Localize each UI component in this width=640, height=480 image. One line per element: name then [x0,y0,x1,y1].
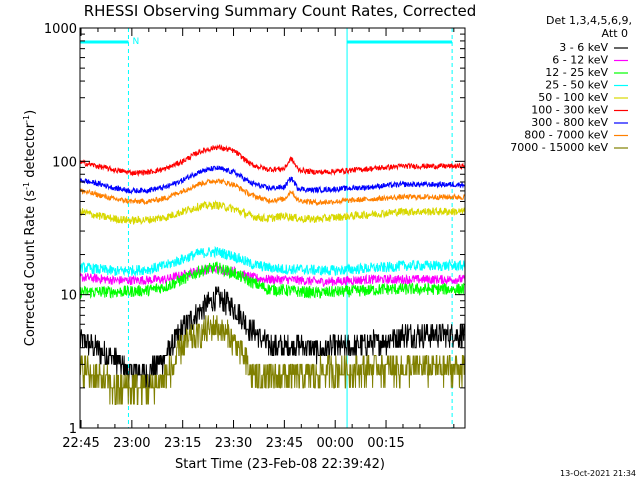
legend-entry-label: 300 - 800 keV [531,116,608,129]
legend-entry-label: 100 - 300 keV [531,104,608,117]
legend-entry-label: 3 - 6 keV [559,41,608,54]
footer-timestamp: 13-Oct-2021 21:34 [560,469,636,478]
series-line [79,315,466,405]
legend-entry-label: 6 - 12 keV [552,54,608,67]
series-line [79,177,466,207]
plot-area: N 22:45 23:00 23:15 23:30 23:45 00:00 00:15 1 10… [44,22,466,451]
legend-entry-label: 25 - 50 keV [545,79,608,92]
x-tick-label: 23:15 [164,436,201,451]
x-tick-label: 23:30 [215,436,252,451]
y-tick-label: 100 [52,155,77,170]
chart-title: RHESSI Observing Summary Count Rates, Co… [84,2,477,20]
legend-header-line2: Att 0 [602,27,628,40]
x-tick-label: 00:00 [316,436,353,451]
y-axis-label: Corrected Count Rate (s-1 detector-1) [22,110,38,346]
series-line [79,286,466,389]
y-tick-label: 10 [60,289,77,304]
x-tick-label: 23:00 [113,436,150,451]
y-axis-label-main: Corrected Count Rate (s [23,190,38,347]
ticks-layer: 22:45 23:00 23:15 23:30 23:45 00:00 00:15 1 10 10… [44,22,465,451]
x-tick-label: 23:45 [266,436,303,451]
y-axis-label-sup1: -1 [22,182,31,190]
night-marker-label: N [132,37,139,47]
y-axis-label-end: ) [23,110,38,115]
y-axis-label-sup2: -1 [22,115,31,123]
legend-entry-label: 800 - 7000 keV [524,129,608,142]
legend-header-line1: Det 1,3,4,5,6,9, [546,14,632,27]
series-line [79,261,466,300]
series-line [79,143,466,178]
y-axis-label-mid: detector [23,122,38,182]
series-layer [79,143,466,405]
y-tick-label: 1 [69,422,77,437]
series-line [79,199,466,226]
x-tick-label: 22:45 [62,436,99,451]
legend-entry-label: 7000 - 15000 keV [510,141,608,154]
series-line [79,263,466,288]
series-line [79,245,466,277]
legend-entry-label: 12 - 25 keV [545,66,608,79]
series-line [79,165,466,195]
x-tick-label: 00:15 [367,436,404,451]
x-axis-label: Start Time (23-Feb-08 22:39:42) [175,457,385,472]
legend-entry-label: 50 - 100 keV [538,91,608,104]
y-tick-label: 1000 [44,22,77,37]
plot-frame [79,27,466,429]
